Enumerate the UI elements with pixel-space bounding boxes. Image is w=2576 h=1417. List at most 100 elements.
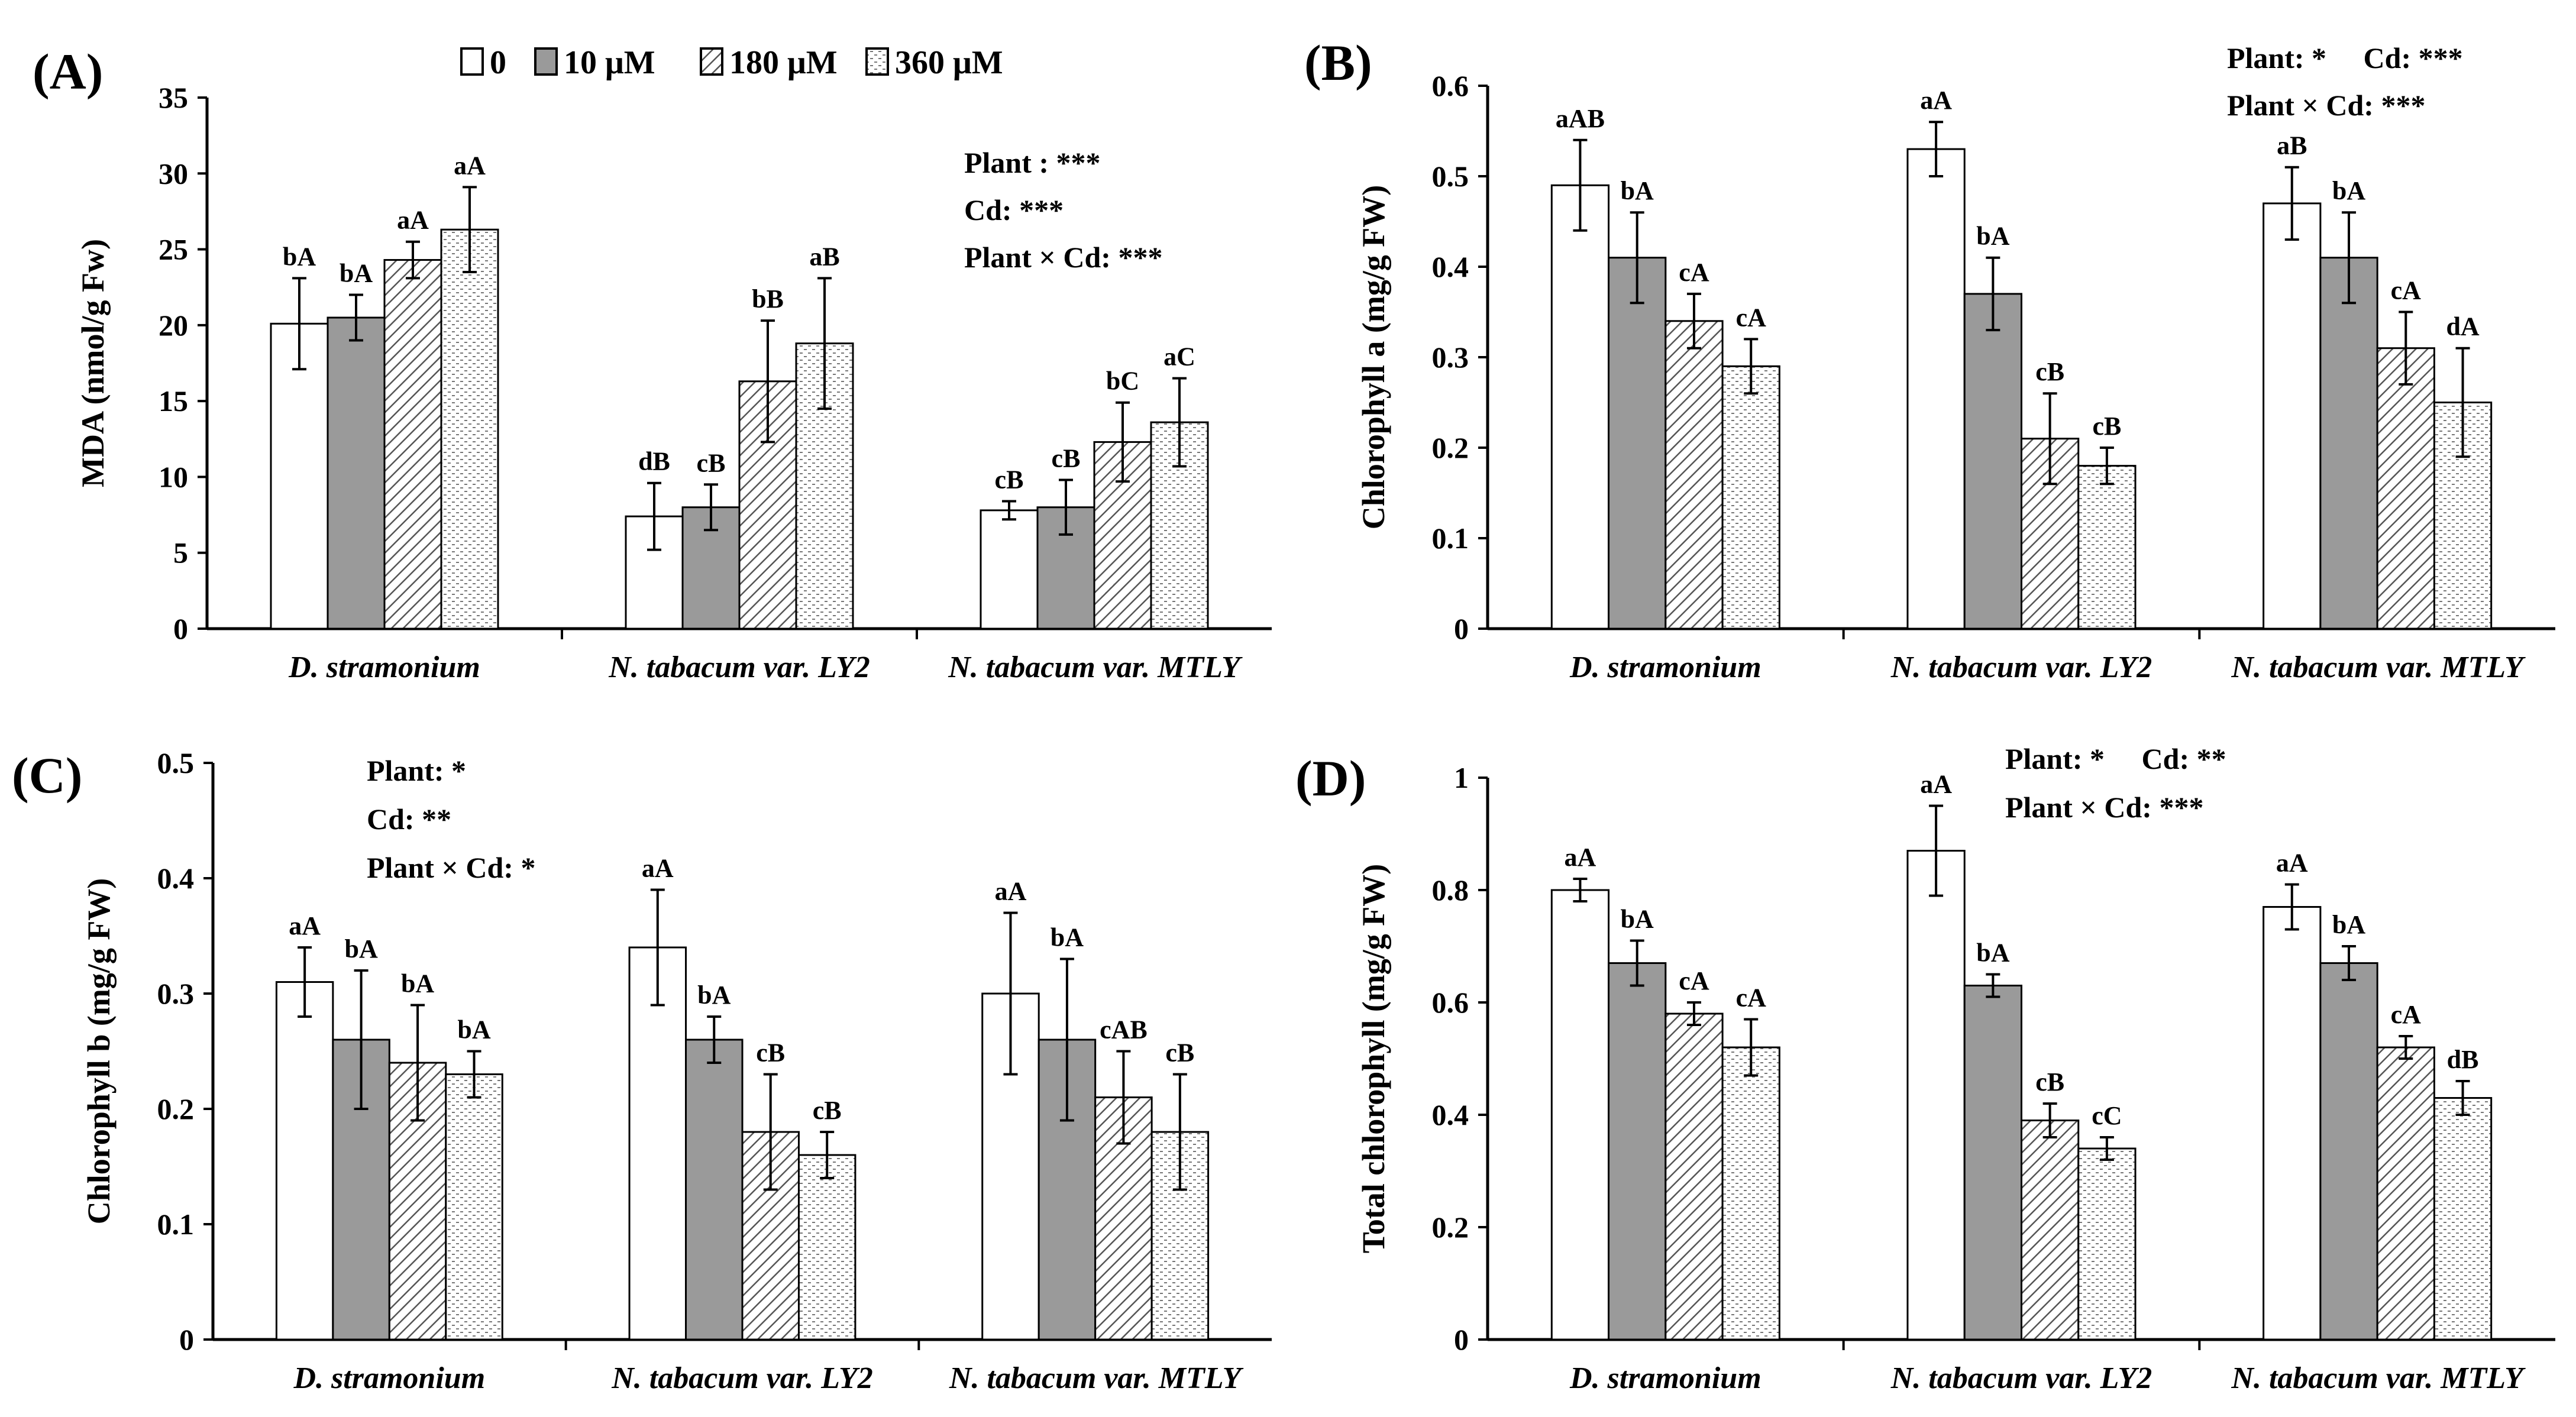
- significance-label: bA: [1976, 222, 2009, 251]
- bar-n-tabacum-var-mtly-180-m: [2376, 347, 2435, 630]
- y-tick-label: 0.2: [1432, 1211, 1469, 1244]
- significance-label: bA: [1621, 176, 1654, 205]
- legend-label: 10 μM: [564, 44, 655, 81]
- y-tick-label: 0.3: [157, 977, 195, 1010]
- bar-d-stramonium-360-m: [1721, 365, 1780, 630]
- bar-d-stramonium-360-m: [1721, 1046, 1780, 1341]
- bar-d-stramonium-0: [1550, 184, 1610, 630]
- significance-label: bB: [752, 284, 784, 313]
- panel-label: (A): [33, 43, 103, 100]
- bar-d-stramonium-10-m: [1608, 257, 1667, 630]
- significance-label: cB: [2035, 1067, 2064, 1096]
- category-label: N. tabacum var. LY2: [611, 1361, 873, 1395]
- bar-n-tabacum-var-ly2-10-m: [1963, 985, 2023, 1341]
- stats-annotation: Plant: * Cd: **: [2005, 742, 2226, 775]
- significance-label: aA: [642, 854, 674, 883]
- bar-n-tabacum-var-ly2-0: [1906, 148, 1966, 630]
- significance-label: aA: [2276, 849, 2308, 878]
- y-tick-label: 0.8: [1432, 874, 1469, 907]
- significance-label: cA: [1679, 258, 1709, 287]
- y-tick-label: 1: [1454, 761, 1469, 794]
- significance-label: cA: [2391, 1000, 2422, 1029]
- significance-label: bA: [697, 981, 731, 1010]
- bar-n-tabacum-var-mtly-0: [980, 509, 1039, 630]
- stats-annotation: Plant: * Cd: ***: [2227, 41, 2463, 75]
- significance-label: cB: [2035, 357, 2064, 386]
- y-tick-label: 10: [159, 460, 188, 493]
- y-axis-label: Chlorophyll a (mg/g FW): [1356, 185, 1391, 530]
- bar-d-stramonium-0: [1550, 889, 1610, 1341]
- y-tick-label: 0.6: [1432, 986, 1469, 1019]
- category-label: D. stramonium: [1569, 651, 1761, 684]
- bar-n-tabacum-var-mtly-180-m: [2376, 1046, 2435, 1341]
- bar-n-tabacum-var-ly2-360-m: [797, 1154, 856, 1341]
- legend-label: 0: [490, 44, 506, 81]
- bar-n-tabacum-var-ly2-360-m: [2077, 1147, 2137, 1341]
- y-tick-label: 25: [159, 233, 188, 266]
- chart-panel-a: (A) 0 5 10 15 20 25 30 35 MDA (nmol/g Fw) D. stram…: [33, 43, 1272, 684]
- legend-swatch: [700, 47, 723, 76]
- significance-label: cA: [1736, 303, 1767, 332]
- bar-d-stramonium-0: [275, 981, 334, 1341]
- significance-label: bA: [2332, 910, 2365, 939]
- legend-item-360-m: 360 μM: [865, 44, 1003, 81]
- legend-item-0: 0: [460, 44, 506, 81]
- bar-d-stramonium-180-m: [383, 259, 442, 630]
- panel-label: (C): [12, 747, 82, 804]
- significance-label: bC: [1106, 367, 1139, 396]
- y-tick-label: 0.2: [1432, 431, 1469, 464]
- y-tick-label: 0.5: [157, 746, 195, 779]
- significance-label: cB: [2092, 412, 2121, 441]
- stats-annotation: Plant × Cd: ***: [2005, 791, 2203, 824]
- significance-label: aA: [454, 151, 486, 180]
- significance-label: bA: [401, 969, 434, 998]
- significance-label: dA: [2446, 312, 2479, 341]
- y-axis-label: Total chlorophyll (mg/g FW): [1356, 864, 1391, 1254]
- significance-label: bA: [283, 242, 316, 271]
- category-label: D. stramonium: [288, 651, 480, 684]
- legend-item-180-m: 180 μM: [700, 44, 838, 81]
- significance-label: cA: [1679, 966, 1709, 995]
- significance-label: cAB: [1100, 1015, 1148, 1044]
- significance-label: aB: [2277, 131, 2307, 160]
- significance-label: aA: [995, 877, 1027, 906]
- significance-label: dB: [638, 447, 670, 476]
- y-tick-label: 20: [159, 309, 188, 342]
- bar-d-stramonium-10-m: [327, 316, 386, 630]
- significance-label: bA: [2332, 176, 2365, 205]
- y-axis-label: MDA (nmol/g Fw): [75, 239, 111, 487]
- bar-n-tabacum-var-ly2-360-m: [2077, 465, 2137, 630]
- legend-swatch: [534, 47, 558, 76]
- significance-label: cB: [756, 1039, 785, 1067]
- significance-label: dB: [2447, 1045, 2479, 1074]
- category-label: D. stramonium: [1569, 1361, 1761, 1395]
- significance-label: bA: [344, 934, 377, 963]
- bar-d-stramonium-10-m: [1608, 962, 1667, 1341]
- significance-label: cB: [813, 1096, 842, 1125]
- bar-d-stramonium-180-m: [1664, 320, 1724, 630]
- significance-label: bA: [457, 1015, 490, 1044]
- legend-label: 360 μM: [895, 44, 1003, 81]
- y-tick-label: 0: [1454, 612, 1469, 645]
- legend-swatch: [460, 47, 484, 76]
- panel-label: (D): [1295, 750, 1366, 807]
- bar-n-tabacum-var-ly2-10-m: [1963, 293, 2023, 630]
- y-axis-label: Chlorophyll b (mg/g FW): [81, 878, 117, 1225]
- significance-label: cA: [1736, 984, 1767, 1012]
- category-label: N. tabacum var. MTLY: [949, 1361, 1244, 1395]
- y-tick-label: 0.3: [1432, 341, 1469, 374]
- bar-n-tabacum-var-mtly-10-m: [2319, 962, 2378, 1341]
- significance-label: aA: [397, 206, 429, 235]
- category-label: N. tabacum var. MTLY: [2231, 651, 2526, 684]
- y-tick-label: 0.2: [157, 1092, 195, 1125]
- significance-label: bA: [1051, 923, 1084, 952]
- bar-n-tabacum-var-mtly-0: [2263, 202, 2322, 630]
- y-tick-label: 0.1: [1432, 522, 1469, 555]
- significance-label: aA: [289, 911, 321, 940]
- stats-annotation: Plant × Cd: ***: [2227, 89, 2425, 122]
- significance-label: cA: [2391, 276, 2422, 305]
- chart-panel-c: (C) 0 0.1 0.2 0.3 0.4 0.5 Chlorophyll b (mg/g F…: [12, 746, 1272, 1395]
- bar-n-tabacum-var-ly2-0: [628, 946, 687, 1341]
- y-tick-label: 0: [1454, 1323, 1469, 1356]
